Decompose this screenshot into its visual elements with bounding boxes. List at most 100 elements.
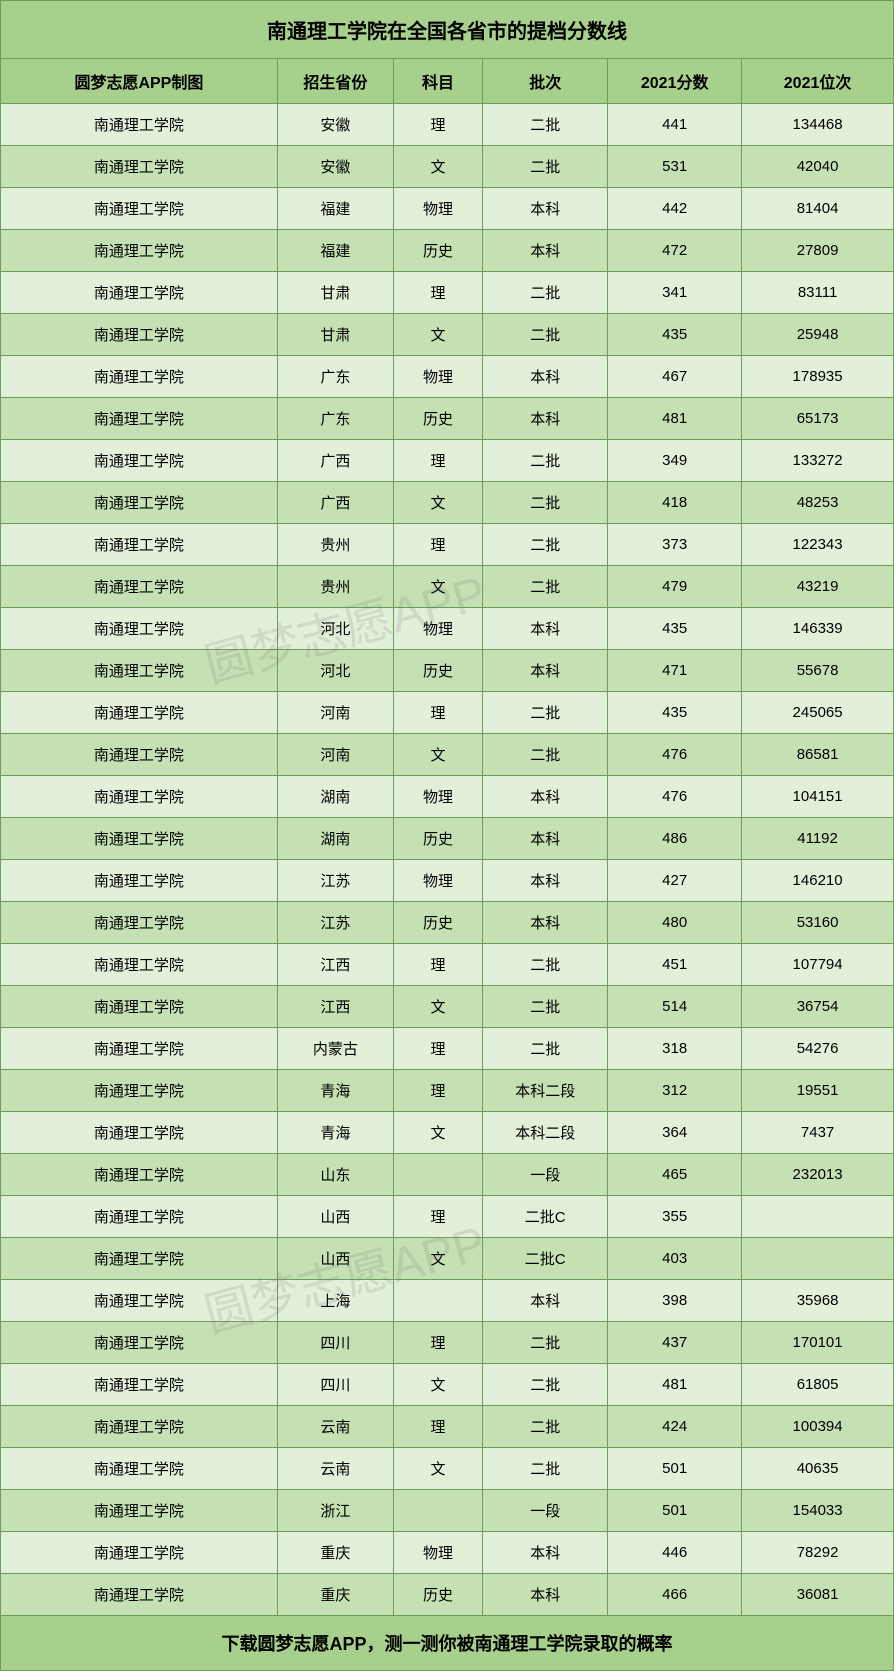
table-cell: 南通理工学院	[1, 188, 278, 230]
table-cell: 物理	[393, 188, 482, 230]
table-cell: 二批	[483, 1364, 608, 1406]
table-cell: 146210	[742, 860, 894, 902]
table-cell	[393, 1280, 482, 1322]
table-cell: 历史	[393, 818, 482, 860]
table-cell: 南通理工学院	[1, 1154, 278, 1196]
table-cell: 南通理工学院	[1, 1490, 278, 1532]
table-cell: 南通理工学院	[1, 146, 278, 188]
table-cell: 南通理工学院	[1, 1406, 278, 1448]
table-cell: 南通理工学院	[1, 104, 278, 146]
table-cell: 云南	[277, 1406, 393, 1448]
table-cell	[742, 1196, 894, 1238]
table-cell: 理	[393, 1028, 482, 1070]
table-cell: 481	[608, 398, 742, 440]
table-cell: 广西	[277, 482, 393, 524]
table-cell: 35968	[742, 1280, 894, 1322]
header-batch: 批次	[483, 59, 608, 104]
table-cell: 466	[608, 1574, 742, 1616]
table-row: 南通理工学院湖南历史本科48641192	[1, 818, 894, 860]
table-cell: 36081	[742, 1574, 894, 1616]
table-cell: 134468	[742, 104, 894, 146]
table-cell: 南通理工学院	[1, 1532, 278, 1574]
table-cell: 山西	[277, 1196, 393, 1238]
table-cell: 历史	[393, 1574, 482, 1616]
admission-score-table: 南通理工学院在全国各省市的提档分数线 圆梦志愿APP制图 招生省份 科目 批次 …	[0, 0, 894, 1671]
table-cell: 广东	[277, 356, 393, 398]
table-cell: 湖南	[277, 818, 393, 860]
table-cell: 广东	[277, 398, 393, 440]
table-cell: 53160	[742, 902, 894, 944]
table-cell: 山东	[277, 1154, 393, 1196]
table-cell: 531	[608, 146, 742, 188]
table-cell: 本科	[483, 1574, 608, 1616]
table-cell: 历史	[393, 902, 482, 944]
table-cell: 河北	[277, 608, 393, 650]
table-footer: 下载圆梦志愿APP，测一测你被南通理工学院录取的概率	[1, 1616, 894, 1671]
table-cell: 本科二段	[483, 1070, 608, 1112]
table-cell: 424	[608, 1406, 742, 1448]
table-row: 南通理工学院广西理二批349133272	[1, 440, 894, 482]
table-cell: 349	[608, 440, 742, 482]
table-cell: 481	[608, 1364, 742, 1406]
table-cell: 二批	[483, 986, 608, 1028]
table-cell: 二批	[483, 314, 608, 356]
table-cell: 170101	[742, 1322, 894, 1364]
table-cell: 133272	[742, 440, 894, 482]
table-cell: 二批	[483, 1406, 608, 1448]
table-cell: 486	[608, 818, 742, 860]
table-row: 南通理工学院云南文二批50140635	[1, 1448, 894, 1490]
table-cell: 南通理工学院	[1, 566, 278, 608]
table-cell: 418	[608, 482, 742, 524]
table-cell: 南通理工学院	[1, 776, 278, 818]
table-row: 南通理工学院青海文本科二段3647437	[1, 1112, 894, 1154]
table-cell: 42040	[742, 146, 894, 188]
table-cell: 历史	[393, 398, 482, 440]
table-row: 南通理工学院安徽理二批441134468	[1, 104, 894, 146]
table-cell: 理	[393, 944, 482, 986]
table-cell: 本科	[483, 1280, 608, 1322]
table-row: 南通理工学院江苏物理本科427146210	[1, 860, 894, 902]
table-cell: 二批	[483, 1028, 608, 1070]
table-row: 南通理工学院重庆物理本科44678292	[1, 1532, 894, 1574]
table-cell: 广西	[277, 440, 393, 482]
table-cell: 文	[393, 314, 482, 356]
table-cell: 四川	[277, 1364, 393, 1406]
table-cell: 二批	[483, 1322, 608, 1364]
table-cell: 文	[393, 1238, 482, 1280]
table-cell: 贵州	[277, 524, 393, 566]
table-cell: 83111	[742, 272, 894, 314]
table-cell: 江西	[277, 986, 393, 1028]
table-cell: 理	[393, 1406, 482, 1448]
table-row: 南通理工学院青海理本科二段31219551	[1, 1070, 894, 1112]
table-cell: 27809	[742, 230, 894, 272]
table-cell: 36754	[742, 986, 894, 1028]
table-cell: 43219	[742, 566, 894, 608]
table-cell: 物理	[393, 776, 482, 818]
table-cell: 104151	[742, 776, 894, 818]
table-cell: 南通理工学院	[1, 734, 278, 776]
table-row: 南通理工学院甘肃理二批34183111	[1, 272, 894, 314]
table-row: 南通理工学院浙江一段501154033	[1, 1490, 894, 1532]
table-cell: 文	[393, 146, 482, 188]
table-cell: 61805	[742, 1364, 894, 1406]
table-cell: 451	[608, 944, 742, 986]
table-cell: 146339	[742, 608, 894, 650]
table-cell: 442	[608, 188, 742, 230]
table-cell: 文	[393, 1112, 482, 1154]
table-cell: 贵州	[277, 566, 393, 608]
table-cell: 一段	[483, 1154, 608, 1196]
table-cell: 479	[608, 566, 742, 608]
table-row: 南通理工学院江西文二批51436754	[1, 986, 894, 1028]
table-cell: 本科	[483, 860, 608, 902]
table-row: 南通理工学院福建历史本科47227809	[1, 230, 894, 272]
table-row: 南通理工学院四川理二批437170101	[1, 1322, 894, 1364]
table-row: 南通理工学院重庆历史本科46636081	[1, 1574, 894, 1616]
table-cell: 重庆	[277, 1532, 393, 1574]
table-title-row: 南通理工学院在全国各省市的提档分数线	[1, 1, 894, 59]
table-row: 南通理工学院江西理二批451107794	[1, 944, 894, 986]
table-cell: 文	[393, 986, 482, 1028]
table-row: 南通理工学院河北物理本科435146339	[1, 608, 894, 650]
header-school: 圆梦志愿APP制图	[1, 59, 278, 104]
table-cell: 245065	[742, 692, 894, 734]
table-cell: 南通理工学院	[1, 1238, 278, 1280]
